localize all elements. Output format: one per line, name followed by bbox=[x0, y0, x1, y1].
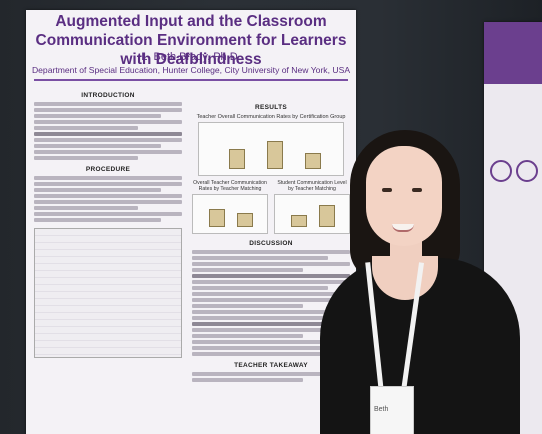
main-boxplot bbox=[198, 122, 344, 176]
adjacent-poster-header bbox=[484, 22, 542, 84]
badge-name: Beth bbox=[374, 406, 389, 413]
section-results: RESULTS bbox=[255, 104, 287, 111]
section-procedure: PROCEDURE bbox=[85, 166, 131, 173]
left-boxplot bbox=[192, 194, 268, 234]
right-boxplot bbox=[274, 194, 350, 234]
section-introduction: INTRODUCTION bbox=[81, 92, 135, 99]
person-eye-right bbox=[412, 188, 422, 192]
poster-left-column: INTRODUCTION PROCEDURE bbox=[34, 86, 182, 430]
left-chart-title: Overall Teacher Communication Rates by T… bbox=[193, 180, 267, 192]
poster-author: L. Beth Brady, Ph.D. bbox=[141, 51, 241, 63]
research-poster: Augmented Input and the Classroom Commun… bbox=[26, 10, 356, 434]
adjacent-poster-diagram bbox=[490, 160, 538, 182]
person-smile bbox=[392, 224, 414, 232]
title-divider bbox=[34, 79, 348, 81]
right-chart-title: Student Communication Level by Teacher M… bbox=[277, 180, 347, 192]
section-teacher-takeaway: TEACHER TAKEAWAY bbox=[234, 362, 308, 369]
person-eye-left bbox=[382, 188, 392, 192]
poster-department: Department of Special Education, Hunter … bbox=[31, 65, 351, 75]
poster-title: Augmented Input and the Classroom Commun… bbox=[35, 13, 347, 68]
main-chart-title: Teacher Overall Communication Rates by C… bbox=[196, 114, 346, 120]
name-badge bbox=[370, 386, 414, 434]
poster-right-column: RESULTS Teacher Overall Communication Ra… bbox=[192, 86, 350, 430]
section-discussion: DISCUSSION bbox=[249, 240, 293, 247]
demographics-table bbox=[34, 228, 182, 358]
